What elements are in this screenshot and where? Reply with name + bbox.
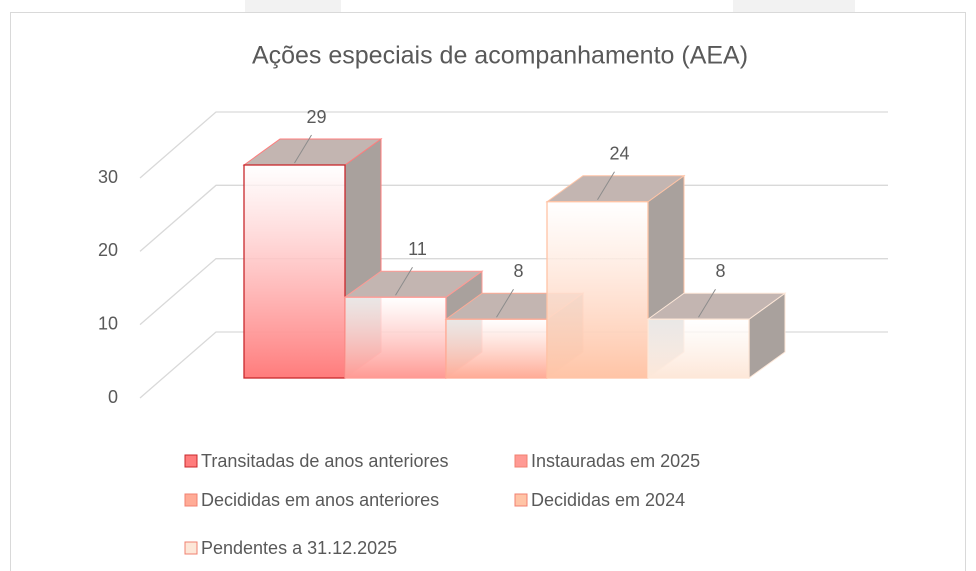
leader-line	[294, 134, 312, 164]
data-label: 8	[715, 261, 725, 281]
data-label: 29	[306, 107, 326, 127]
bar	[243, 164, 346, 379]
y-tick-label: 0	[108, 387, 118, 407]
bar	[546, 201, 649, 379]
data-label: 24	[609, 143, 629, 163]
data-label: 8	[513, 261, 523, 281]
bar	[445, 318, 548, 379]
legend-swatch	[184, 493, 198, 507]
data-label: 11	[408, 239, 427, 259]
leader-line	[597, 171, 615, 200]
leader-line	[395, 266, 413, 296]
legend-label: Instauradas em 2025	[531, 451, 700, 471]
legend-swatch	[184, 454, 198, 468]
chart-frame	[10, 12, 966, 571]
legend-swatch	[184, 541, 198, 555]
bar	[647, 318, 750, 379]
y-tick-label: 10	[98, 313, 118, 333]
legend-label: Transitadas de anos anteriores	[201, 451, 448, 471]
chart-title: Ações especiais de acompanhamento (AEA)	[252, 42, 748, 70]
tab	[733, 0, 855, 12]
leader-line	[496, 288, 514, 318]
legend-swatch	[514, 493, 528, 507]
legend-swatch	[514, 454, 528, 468]
legend-label: Decididas em 2024	[531, 490, 685, 510]
tab	[245, 0, 341, 12]
bar	[344, 296, 447, 379]
grid-line	[139, 111, 888, 179]
legend-label: Pendentes a 31.12.2025	[201, 538, 397, 558]
legend-label: Decididas em anos anteriores	[201, 490, 439, 510]
leader-line	[698, 288, 716, 318]
y-tick-label: 30	[98, 167, 118, 187]
y-tick-label: 20	[98, 240, 118, 260]
